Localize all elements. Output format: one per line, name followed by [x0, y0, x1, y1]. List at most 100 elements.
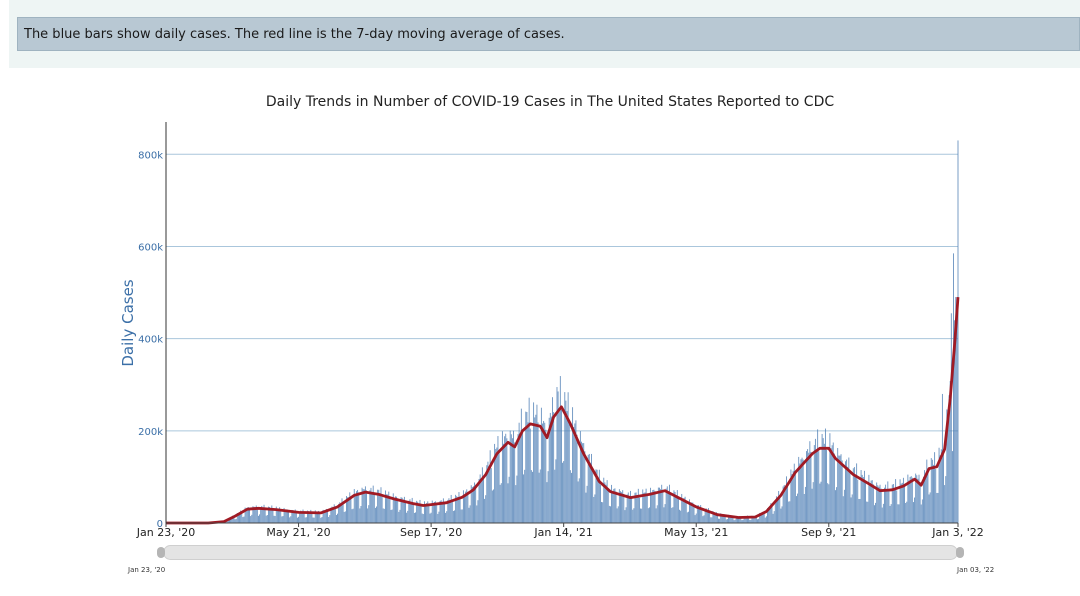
- daily-bar: [426, 503, 428, 523]
- daily-bar: [581, 441, 582, 523]
- slider-start-handle[interactable]: [157, 547, 165, 558]
- daily-bar: [241, 512, 243, 523]
- daily-bar: [438, 511, 440, 523]
- daily-bar: [867, 501, 869, 523]
- daily-bar: [464, 494, 465, 523]
- daily-bar: [519, 434, 521, 523]
- daily-bar: [303, 512, 305, 523]
- daily-bar: [636, 495, 638, 523]
- daily-bar: [813, 445, 815, 523]
- daily-bar: [378, 489, 380, 523]
- daily-bar: [300, 510, 302, 523]
- daily-bar: [399, 509, 401, 523]
- daily-bar: [648, 507, 650, 523]
- daily-bar: [571, 472, 572, 523]
- daily-bar: [928, 494, 930, 523]
- daily-bar: [411, 497, 413, 523]
- daily-bar: [611, 484, 613, 523]
- daily-bar: [676, 490, 678, 523]
- daily-bar: [811, 488, 813, 523]
- daily-bar: [320, 517, 322, 523]
- daily-bar: [544, 422, 546, 523]
- daily-bar: [742, 519, 744, 523]
- daily-bar: [539, 469, 541, 523]
- daily-bar: [755, 516, 757, 523]
- daily-bar: [662, 489, 664, 523]
- daily-bar: [706, 511, 708, 523]
- daily-bar: [330, 507, 332, 523]
- daily-bar: [699, 507, 701, 523]
- daily-bar: [799, 463, 801, 523]
- daily-bar: [937, 492, 939, 523]
- daily-bar: [929, 492, 931, 523]
- daily-bar: [227, 520, 229, 523]
- daily-bar: [572, 407, 574, 523]
- daily-bar: [790, 469, 792, 523]
- daily-bar: [881, 507, 883, 523]
- daily-bar: [308, 511, 310, 523]
- daily-bar: [878, 486, 880, 523]
- daily-bar: [468, 507, 470, 523]
- daily-bar: [485, 495, 487, 523]
- date-range-slider[interactable]: [163, 545, 958, 560]
- daily-bar: [350, 497, 352, 523]
- daily-bar: [735, 516, 737, 523]
- daily-bar: [380, 487, 382, 523]
- daily-bar: [262, 508, 264, 523]
- daily-bar: [537, 422, 539, 523]
- daily-bar: [927, 471, 929, 523]
- daily-bar: [709, 512, 711, 523]
- daily-bar: [712, 511, 714, 523]
- daily-bar: [467, 491, 469, 523]
- daily-bar: [488, 467, 490, 523]
- daily-bar: [604, 482, 606, 523]
- y-tick-label: 800k: [138, 150, 163, 161]
- daily-bar: [659, 487, 660, 523]
- daily-bar: [777, 498, 778, 523]
- daily-bar: [461, 509, 463, 523]
- daily-bar: [446, 511, 448, 523]
- daily-bar: [793, 463, 795, 523]
- daily-bar: [626, 494, 628, 523]
- daily-bar: [549, 412, 551, 523]
- daily-bar: [441, 502, 443, 523]
- daily-bar: [259, 514, 261, 523]
- daily-bar: [558, 411, 560, 523]
- daily-bar: [458, 492, 460, 523]
- daily-bar: [498, 450, 500, 523]
- daily-bar: [734, 519, 736, 523]
- daily-bar: [711, 517, 713, 523]
- daily-bar: [759, 512, 761, 523]
- daily-bar: [774, 500, 776, 523]
- daily-bar: [677, 498, 679, 523]
- daily-bar: [841, 460, 843, 523]
- daily-bar: [396, 496, 398, 523]
- daily-bar: [822, 438, 824, 523]
- daily-bar: [624, 510, 626, 523]
- daily-bar: [663, 507, 665, 523]
- daily-bar: [349, 492, 351, 523]
- daily-bar: [258, 515, 259, 523]
- daily-bar: [532, 471, 533, 523]
- daily-bar: [319, 512, 321, 523]
- daily-bar: [919, 482, 921, 523]
- info-banner-text: The blue bars show daily cases. The red …: [24, 27, 565, 42]
- daily-bar: [501, 431, 503, 523]
- slider-end-handle[interactable]: [956, 547, 964, 558]
- daily-bar: [431, 500, 433, 523]
- daily-bar: [290, 516, 292, 523]
- daily-bar: [856, 463, 858, 523]
- daily-bar: [695, 513, 697, 523]
- daily-bar: [829, 433, 831, 523]
- daily-bar: [353, 489, 355, 523]
- daily-bar: [900, 483, 902, 523]
- daily-bar: [341, 498, 343, 523]
- daily-bar: [370, 487, 372, 523]
- daily-bar: [372, 485, 374, 523]
- x-tick-label: Jan 23, '20: [136, 526, 195, 539]
- daily-bar: [675, 495, 677, 523]
- daily-bar: [286, 509, 288, 523]
- daily-bar: [653, 489, 655, 523]
- daily-bar: [783, 484, 785, 523]
- daily-bar: [819, 483, 821, 523]
